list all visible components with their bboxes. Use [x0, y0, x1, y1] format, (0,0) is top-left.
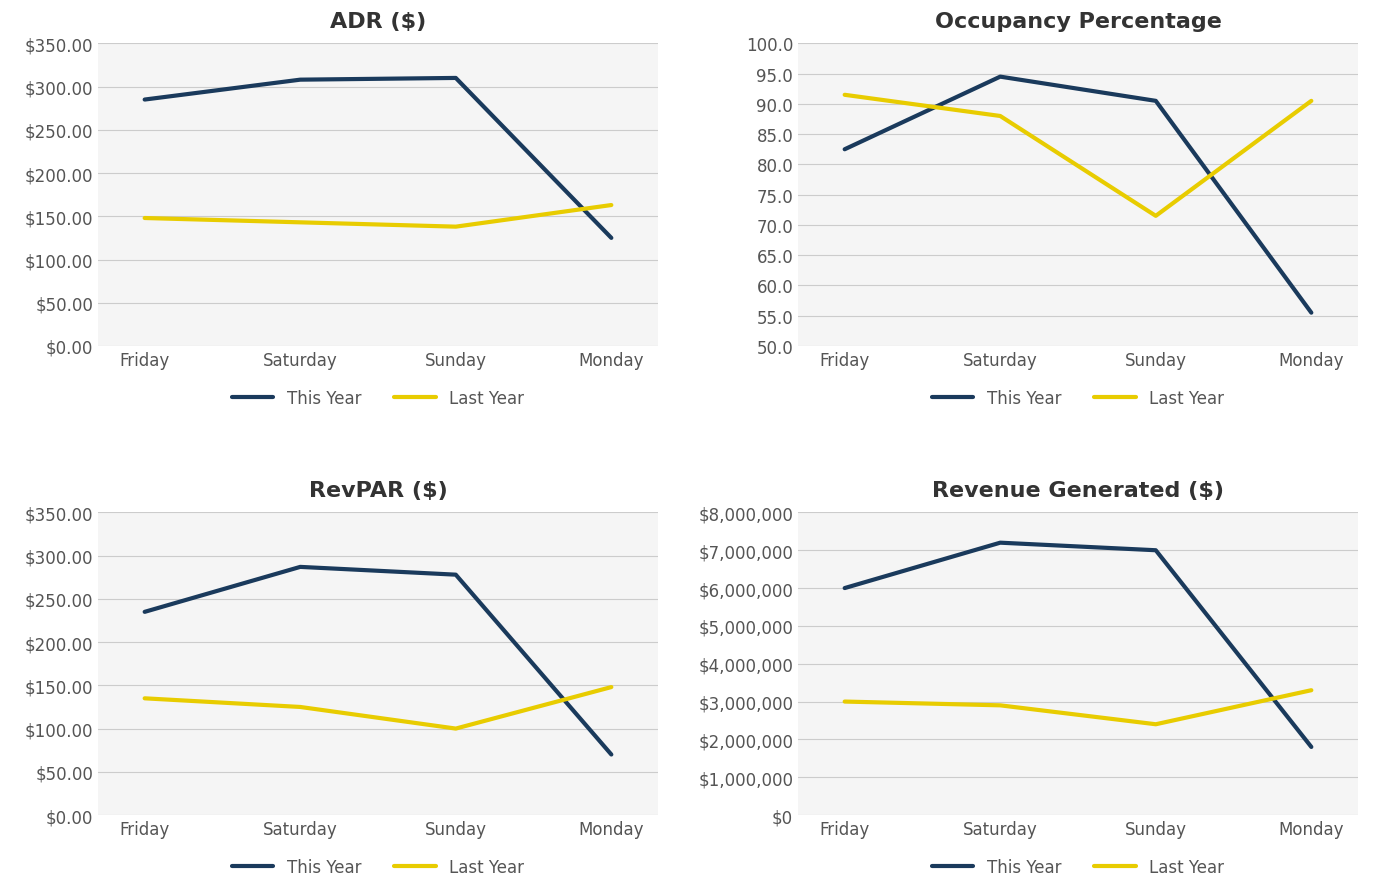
Line: This Year: This Year [144, 567, 612, 755]
Last Year [991, 112, 1008, 122]
This Year [603, 750, 620, 760]
Line: Last Year: Last Year [144, 688, 612, 729]
Last Year [603, 200, 620, 211]
This Year [1148, 545, 1165, 556]
Line: Last Year: Last Year [844, 690, 1312, 725]
This Year [1148, 97, 1165, 107]
Last Year [136, 214, 153, 224]
Title: Revenue Generated ($): Revenue Generated ($) [932, 480, 1224, 501]
Last Year [836, 90, 853, 101]
This Year [448, 74, 465, 84]
Line: Last Year: Last Year [844, 96, 1312, 216]
Line: Last Year: Last Year [144, 206, 612, 228]
This Year [836, 144, 853, 155]
Title: ADR ($): ADR ($) [330, 12, 426, 32]
Last Year [1303, 97, 1320, 107]
This Year [136, 607, 153, 618]
Legend: This Year, Last Year: This Year, Last Year [925, 383, 1231, 414]
Legend: This Year, Last Year: This Year, Last Year [925, 851, 1231, 882]
Title: Occupancy Percentage: Occupancy Percentage [935, 12, 1221, 32]
This Year [991, 73, 1008, 83]
Last Year [448, 222, 465, 233]
This Year [991, 538, 1008, 548]
Last Year [1303, 685, 1320, 696]
This Year [836, 583, 853, 594]
Last Year [603, 682, 620, 693]
Last Year [836, 696, 853, 707]
This Year [448, 570, 465, 580]
Last Year [136, 693, 153, 703]
Last Year [291, 218, 308, 229]
This Year [136, 95, 153, 105]
Last Year [448, 724, 465, 734]
This Year [291, 562, 308, 572]
Legend: This Year, Last Year: This Year, Last Year [225, 851, 531, 882]
This Year [1303, 308, 1320, 319]
Last Year [291, 702, 308, 712]
Line: This Year: This Year [144, 79, 612, 238]
This Year [291, 75, 308, 86]
Title: RevPAR ($): RevPAR ($) [308, 480, 448, 501]
Line: This Year: This Year [844, 78, 1312, 314]
This Year [1303, 742, 1320, 752]
Last Year [1148, 719, 1165, 730]
Last Year [991, 700, 1008, 711]
Line: This Year: This Year [844, 543, 1312, 747]
Legend: This Year, Last Year: This Year, Last Year [225, 383, 531, 414]
Last Year [1148, 211, 1165, 222]
This Year [603, 233, 620, 244]
